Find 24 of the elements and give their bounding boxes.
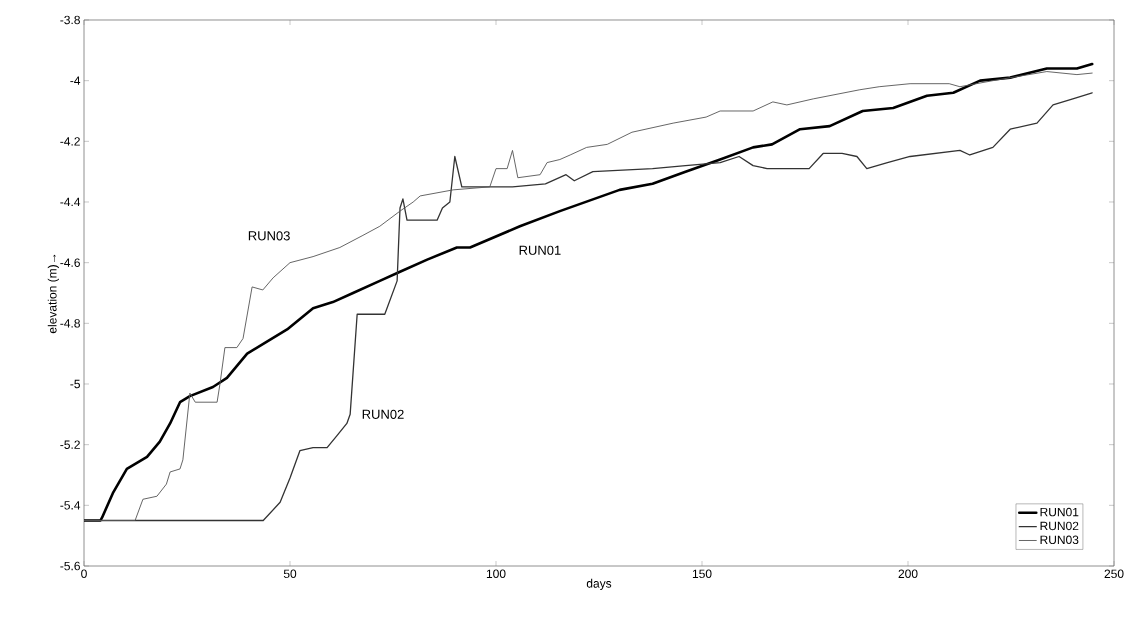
x-axis-title: days — [586, 578, 612, 591]
x-tick-label: 50 — [283, 569, 297, 579]
y-tick-label: -4.8 — [60, 319, 80, 328]
legend-label: RUN03 — [1040, 535, 1079, 545]
x-tick-label: 200 — [898, 569, 918, 579]
x-tick-label: 250 — [1104, 569, 1124, 579]
y-tick-label: -5.4 — [60, 501, 81, 510]
y-tick-label: -5 — [70, 379, 80, 389]
text: RUN01 — [519, 245, 561, 255]
y-tick-label: -3.8 — [60, 15, 80, 25]
text: RUN02 — [362, 409, 404, 419]
legend-label: RUN02 — [1040, 521, 1079, 531]
text: RUN03 — [248, 231, 290, 241]
x-tick-label: 0 — [81, 569, 87, 579]
x-tick-label: 150 — [692, 569, 712, 579]
x-tick-label: 100 — [486, 569, 506, 579]
y-tick-label: -5.6 — [60, 561, 80, 571]
y-tick-label: -4 — [70, 76, 81, 85]
y-tick-label: -5.2 — [60, 440, 80, 449]
y-axis-title: elevation (m)→ — [47, 254, 59, 334]
legend-label: RUN01 — [1040, 507, 1079, 517]
y-tick-label: -4.6 — [60, 258, 80, 267]
y-tick-label: -4.2 — [60, 137, 80, 146]
y-tick-label: -4.4 — [60, 197, 81, 207]
